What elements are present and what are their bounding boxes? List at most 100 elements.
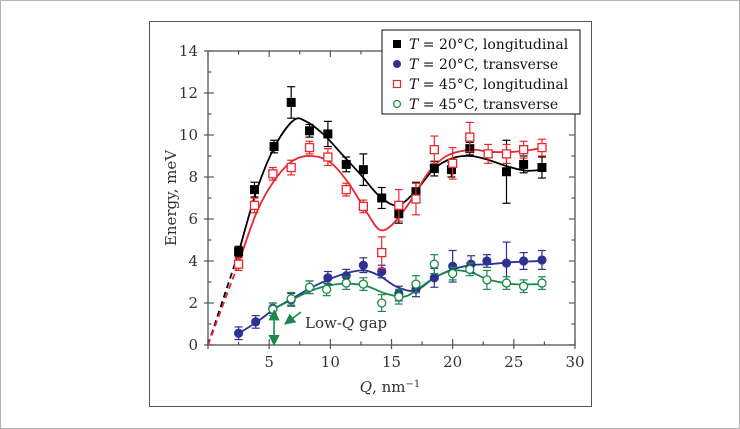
data-point-t-45-c-transverse [341,276,351,290]
legend-box [381,29,581,115]
data-point-t-20-c-longitudinal [286,86,296,119]
data-points [233,86,547,341]
data-point-t-45-c-longitudinal [358,199,369,214]
marker [448,268,458,279]
data-point-t-45-c-longitudinal [394,189,404,222]
data-point-t-45-c-longitudinal [448,147,458,180]
legend: T = 20°C, longitudinal T = 20°C, transver… [381,29,581,115]
marker [286,294,296,304]
data-point-t-45-c-transverse [429,254,439,275]
data-point-t-45-c-longitudinal [465,121,475,153]
marker [305,126,315,136]
fit-curve-t-45-c-longitudinal [237,146,543,264]
marker [323,129,333,139]
data-point-t-45-c-longitudinal [377,236,387,269]
marker [482,256,492,266]
marker [233,328,244,338]
x-tick-label: 10 [321,353,340,371]
data-point-t-45-c-transverse [411,275,421,294]
marker [537,255,547,265]
legend-item: T = 45°C, transverse [392,97,558,113]
marker [323,152,333,162]
marker [269,142,279,152]
marker [429,164,439,174]
legend-label: T = 45°C, longitudinal [409,77,569,93]
label-pointer-arrow [284,311,302,325]
data-point-t-45-c-transverse [465,262,475,277]
y-tick-label: 8 [188,168,198,186]
data-point-t-20-c-longitudinal [341,156,351,173]
data-point-t-20-c-longitudinal [537,156,547,179]
x-axis-title: Q, nm−1 [360,378,420,396]
marker [518,281,529,291]
data-point-t-45-c-longitudinal [483,143,493,164]
x-tick-label: 25 [504,353,523,371]
legend-marker-filled-circle [393,60,401,68]
marker [448,261,458,271]
marker [268,169,278,179]
data-point-t-45-c-longitudinal [268,166,278,181]
marker [537,142,547,153]
marker [501,149,512,159]
data-point-t-45-c-longitudinal [501,143,512,164]
marker [341,271,351,281]
data-point-t-45-c-transverse [304,280,315,295]
data-point-t-20-c-transverse [519,252,529,270]
legend-marker-open-circle [392,99,402,109]
marker [341,159,351,169]
data-point-t-45-c-longitudinal [233,257,244,272]
data-point-t-45-c-transverse [501,276,512,290]
marker [429,145,439,155]
marker [448,158,458,169]
data-point-t-45-c-transverse [537,276,547,290]
marker [358,165,368,175]
data-point-t-45-c-longitudinal [537,138,547,157]
y-tick-label: 0 [188,336,198,354]
data-point-t-45-c-longitudinal [429,135,439,164]
data-point-t-20-c-longitudinal [234,245,244,258]
data-point-t-20-c-longitudinal [358,153,368,186]
legend-item: T = 20°C, transverse [393,57,558,73]
data-point-t-45-c-longitudinal [249,197,260,214]
data-point-t-45-c-transverse [377,294,387,312]
legend-marker-filled-square [393,40,401,48]
legend-label: T = 20°C, longitudinal [409,37,569,53]
marker [377,193,387,203]
data-point-t-45-c-transverse [286,291,296,306]
marker [377,298,387,308]
marker [304,142,315,153]
data-point-t-45-c-transverse [448,266,458,281]
marker [519,159,529,169]
low-q-gap-annotation: Low-Q gap [268,309,387,347]
marker [429,273,439,283]
data-point-t-20-c-longitudinal [249,181,259,198]
data-point-t-45-c-longitudinal [411,182,421,216]
marker [465,132,475,142]
data-point-t-20-c-transverse [358,257,368,274]
y-tick-label: 10 [179,126,198,144]
data-point-t-45-c-longitudinal [323,148,333,167]
data-point-t-20-c-transverse [233,326,244,341]
extrapolation-line-t-45-c-longitudinal [207,262,240,346]
marker [483,149,493,159]
data-point-t-45-c-transverse [322,282,332,297]
marker [518,145,529,155]
marker [251,317,261,327]
marker [268,304,278,314]
marker [249,185,259,195]
marker [501,167,511,177]
low-q-gap-label: Low-Q gap [305,314,387,332]
data-point-t-20-c-transverse [323,270,333,285]
legend-label: T = 20°C, transverse [409,57,558,73]
marker [358,279,369,289]
marker [249,200,260,211]
x-tick-label: 15 [382,353,401,371]
marker [429,259,439,269]
marker [341,278,351,288]
data-point-t-45-c-transverse [518,279,529,294]
x-tick-label: 30 [565,353,584,371]
data-point-t-20-c-transverse [482,254,492,268]
x-tick-label: 5 [264,353,274,371]
data-point-t-45-c-transverse [482,269,492,290]
